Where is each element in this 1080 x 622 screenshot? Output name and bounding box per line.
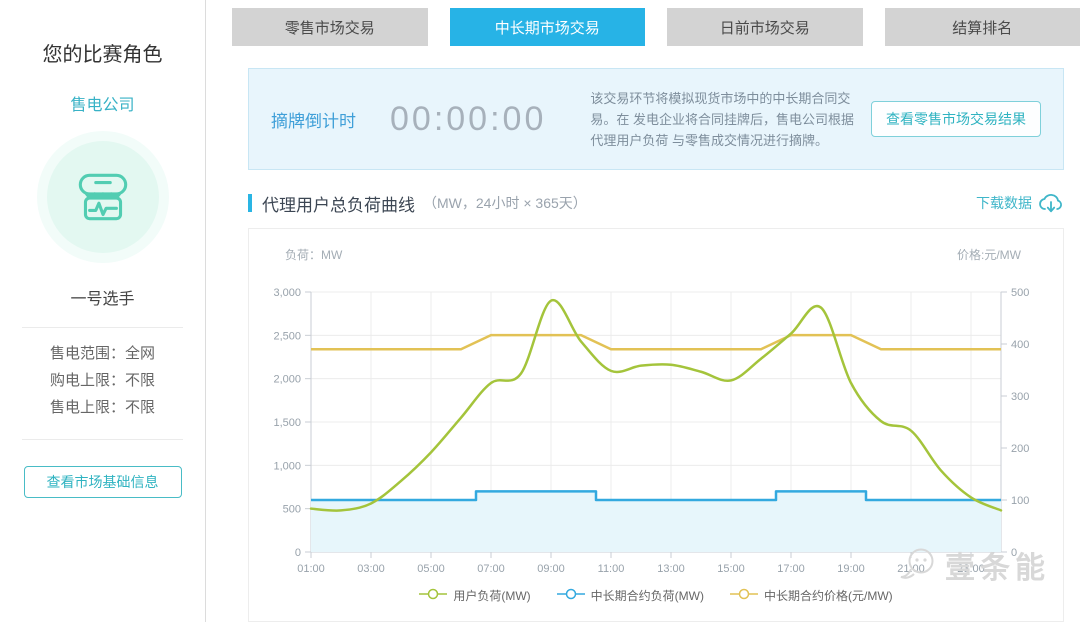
sidebar-title: 您的比赛角色 — [42, 44, 163, 66]
svg-text:21:00: 21:00 — [897, 563, 925, 575]
role-avatar — [46, 141, 159, 253]
chart-title: 代理用户总负荷曲线 — [262, 195, 415, 215]
chart-section-header: 代理用户总负荷曲线 （MW，24小时 × 365天） 下载数据 — [248, 190, 1064, 216]
market-info-button[interactable]: 查看市场基础信息 — [23, 466, 182, 498]
svg-text:19:00: 19:00 — [837, 563, 865, 575]
svg-text:0: 0 — [1011, 547, 1017, 559]
svg-text:1,000: 1,000 — [273, 460, 301, 472]
legend-marker — [556, 588, 585, 603]
tab-day-ahead-market[interactable]: 日前市场交易 — [667, 8, 863, 46]
svg-text:500: 500 — [283, 504, 301, 516]
market-tabs: 零售市场交易 中长期市场交易 日前市场交易 结算排名 — [232, 8, 1080, 46]
svg-text:07:00: 07:00 — [477, 563, 505, 575]
download-data-label: 下载数据 — [976, 195, 1032, 211]
svg-text:1,500: 1,500 — [273, 417, 301, 429]
banner-description: 该交易环节将模拟现货市场中的中长期合同交易。在 发电企业将合同挂牌后，售电公司根… — [590, 90, 854, 148]
divider — [22, 327, 183, 328]
chart-legend: 用户负荷(MW) 中长期合约负荷(MW) 中长期合约价格(元/MW) — [249, 587, 1063, 604]
load-curve-chart: 负荷：MW 价格:元/MW 3,000 2,500 2,000 1,500 1,000 5… — [273, 247, 1029, 575]
svg-text:17:00: 17:00 — [777, 563, 805, 575]
svg-text:13:00: 13:00 — [657, 563, 685, 575]
legend-item-contract-price[interactable]: 中长期合约价格(元/MW) — [730, 587, 893, 604]
legend-item-contract-load[interactable]: 中长期合约负荷(MW) — [556, 587, 704, 604]
svg-text:2,500: 2,500 — [273, 330, 301, 342]
divider — [22, 439, 183, 440]
role-stat-row: 购电上限：不限 — [49, 372, 156, 389]
download-data-link[interactable]: 下载数据 — [976, 192, 1064, 214]
sidebar: 您的比赛角色 售电公司 一号选手 售电范围：全网 购电上限：不限 售电上限：不限… — [0, 0, 206, 622]
cloud-download-icon — [1039, 194, 1062, 213]
svg-text:400: 400 — [1011, 339, 1029, 351]
svg-text:0: 0 — [295, 547, 301, 559]
chart-series — [309, 299, 1003, 552]
tab-settlement-ranking[interactable]: 结算排名 — [884, 8, 1080, 46]
svg-text:11:00: 11:00 — [598, 563, 625, 575]
legend-marker — [730, 588, 758, 603]
role-label: 售电公司 — [70, 97, 135, 114]
view-retail-result-button[interactable]: 查看零售市场交易结果 — [871, 101, 1041, 137]
left-axis-title: 负荷：MW — [285, 248, 343, 262]
role-stat-row: 售电上限：不限 — [49, 399, 156, 416]
svg-text:01:00: 01:00 — [297, 563, 325, 575]
svg-text:200: 200 — [1011, 443, 1029, 455]
load-curve-chart-card: 负荷：MW 价格:元/MW 3,000 2,500 2,000 1,500 1,000 5… — [248, 228, 1064, 622]
chart-subtitle: （MW，24小时 × 365天） — [423, 195, 587, 211]
svg-text:09:00: 09:00 — [537, 563, 565, 575]
section-accent-bar — [248, 194, 252, 212]
svg-text:3,000: 3,000 — [273, 287, 301, 299]
svg-text:23:00: 23:00 — [957, 563, 985, 575]
countdown-value: 00:00:00 — [390, 99, 547, 138]
svg-text:2,000: 2,000 — [273, 374, 301, 386]
svg-text:500: 500 — [1011, 287, 1029, 299]
chart-tick-labels: 3,000 2,500 2,000 1,500 1,000 500 0 500 400 300 20… — [273, 287, 1029, 575]
legend-marker — [419, 588, 448, 603]
svg-text:300: 300 — [1011, 391, 1029, 403]
countdown-label: 摘牌倒计时 — [271, 111, 356, 131]
countdown-banner: 摘牌倒计时 00:00:00 该交易环节将模拟现货市场中的中长期合同交易。在 发… — [248, 68, 1064, 170]
player-name: 一号选手 — [70, 291, 135, 308]
svg-text:15:00: 15:00 — [717, 563, 745, 575]
svg-text:05:00: 05:00 — [417, 563, 445, 575]
tab-retail-market[interactable]: 零售市场交易 — [232, 8, 428, 46]
right-axis-title: 价格:元/MW — [957, 247, 1022, 262]
tab-mid-long-term-market[interactable]: 中长期市场交易 — [449, 8, 645, 46]
svg-text:100: 100 — [1011, 495, 1029, 507]
svg-text:03:00: 03:00 — [357, 563, 385, 575]
role-stat-row: 售电范围：全网 — [49, 345, 156, 362]
legend-item-user-load[interactable]: 用户负荷(MW) — [419, 587, 531, 604]
store-pulse-icon — [78, 173, 127, 221]
role-stats: 售电范围：全网 购电上限：不限 售电上限：不限 — [0, 340, 205, 421]
